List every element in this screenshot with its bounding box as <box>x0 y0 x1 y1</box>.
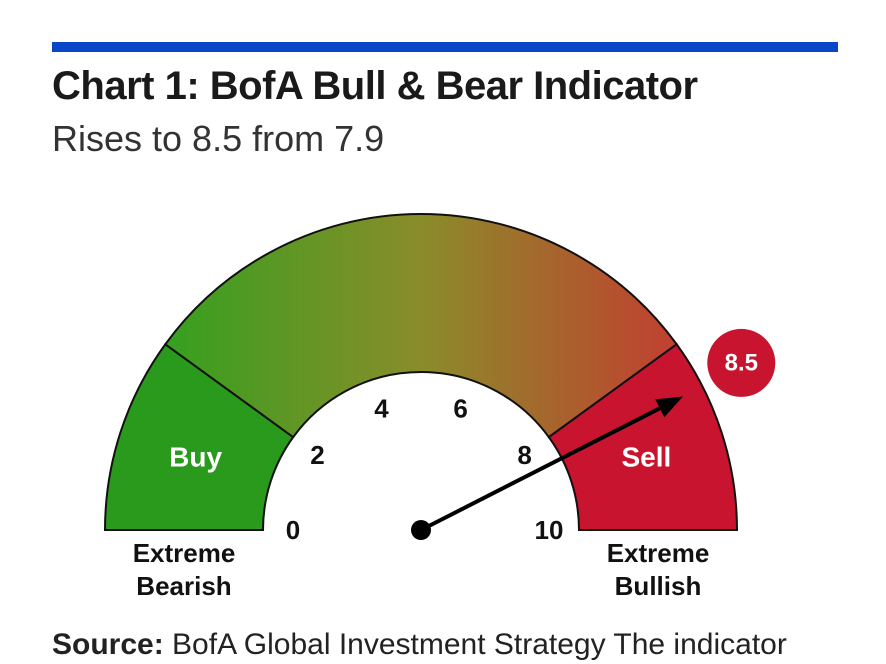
value-badge-label: 8.5 <box>725 349 758 376</box>
value-badge-circle <box>707 328 776 397</box>
gauge-zone-sell <box>547 342 739 531</box>
source-text: BofA Global Investment Strategy The indi… <box>172 628 787 661</box>
gauge-ticks: 0 2 4 6 8 10 <box>286 393 564 545</box>
left-end-label-line-2: Bearish <box>136 571 231 601</box>
needle-line <box>420 406 661 532</box>
tick-label-4: 4 <box>374 393 389 423</box>
chart-title: Chart 1: BofA Bull & Bear Indicator <box>52 64 698 108</box>
gauge-zones <box>103 213 739 531</box>
tick-label-2: 2 <box>310 440 324 470</box>
left-end-label-line-1: Extreme <box>133 538 236 568</box>
gauge-zone-labels: Buy Sell <box>169 441 671 472</box>
top-rule <box>52 42 838 52</box>
source-note: Source: BofA Global Investment Strategy … <box>52 628 787 662</box>
gauge-zone-middle <box>163 213 679 439</box>
gauge-needle <box>411 396 683 540</box>
needle-arrowhead <box>655 396 683 418</box>
tick-label-8: 8 <box>517 440 531 470</box>
chart-subtitle: Rises to 8.5 from 7.9 <box>52 118 385 159</box>
value-badge: 8.5 <box>707 328 776 397</box>
zone-label-sell: Sell <box>621 441 671 472</box>
tick-label-6: 6 <box>453 393 467 423</box>
tick-label-10: 10 <box>535 515 564 545</box>
right-end-label-line-1: Extreme <box>607 538 710 568</box>
right-end-label-line-2: Bullish <box>615 571 702 601</box>
zone-label-buy: Buy <box>169 441 222 472</box>
source-label: Source: <box>52 628 164 661</box>
tick-label-0: 0 <box>286 515 300 545</box>
